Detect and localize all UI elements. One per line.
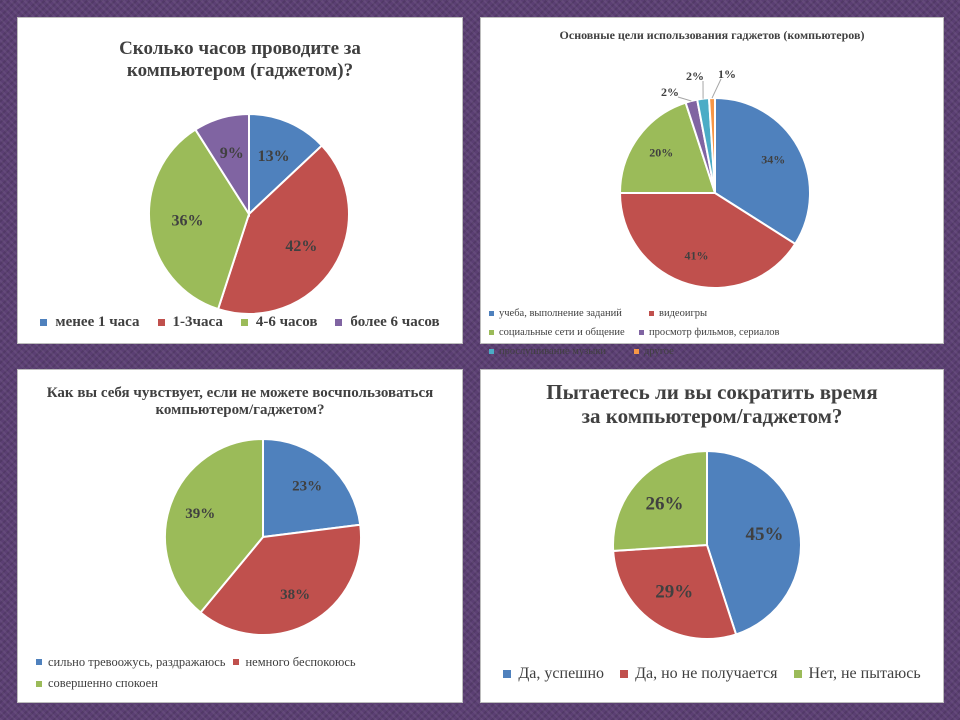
legend-item: сильно тревоожусь, раздражаюсь <box>36 652 225 673</box>
legend-label: Нет, не пытаюсь <box>808 665 921 682</box>
legend-label: учеба, выполнение заданий <box>499 308 622 319</box>
legend-swatch <box>233 659 240 665</box>
legend-swatch <box>649 311 654 316</box>
legend-swatch <box>489 311 494 316</box>
chart-panel-purposes: Основные цели использования гаджетов (ко… <box>480 17 944 357</box>
legend-label: просмотр фильмов, сериалов <box>649 327 780 338</box>
legend-item: прослушивание музыки <box>489 342 634 361</box>
legend-swatch <box>639 330 644 335</box>
pie-slice <box>248 112 324 217</box>
data-label: 41% <box>684 249 708 263</box>
pie-chart: 23% 38% 39% <box>164 437 362 636</box>
legend-label: прослушивание музыки <box>499 346 607 357</box>
legend-label: менее 1 часа <box>55 314 140 330</box>
pie-slice <box>148 128 251 311</box>
chart-title: Пытаетесь ли вы сократить время за компь… <box>546 380 878 429</box>
data-label: 36% <box>171 212 203 229</box>
legend-label: 1-3часа <box>172 314 223 330</box>
legend-swatch <box>634 349 639 354</box>
legend-swatch <box>240 319 248 326</box>
legend-label: видеоигры <box>659 308 708 319</box>
legend-swatch <box>793 670 802 678</box>
legend-swatch <box>620 670 629 678</box>
chart-legend: Да, успешно Да, но не получается Нет, не п… <box>481 665 943 683</box>
chart-legend: учеба, выполнение заданий видеоигры социал… <box>481 304 943 361</box>
data-label: 20% <box>649 146 673 160</box>
pie-slice <box>706 449 802 636</box>
data-label: 42% <box>285 238 317 255</box>
legend-item: менее 1 часа <box>40 314 140 331</box>
chart-panel-reduce: Пытаетесь ли вы сократить время за компь… <box>480 369 944 703</box>
legend-item: 1-3часа <box>157 314 223 331</box>
legend-item: социальные сети и общение <box>489 323 639 342</box>
legend-swatch <box>335 319 343 326</box>
data-label: 45% <box>746 524 784 545</box>
leader-line <box>711 78 722 99</box>
legend-item: другое <box>634 342 784 361</box>
legend-swatch <box>40 319 48 326</box>
pie-slice <box>612 449 708 552</box>
pie-chart: 13% 42% 36% 9% <box>148 112 350 315</box>
pie-slice <box>194 112 250 218</box>
legend-label: социальные сети и общение <box>499 327 625 338</box>
legend-item: немного беспокоюсь <box>233 652 356 673</box>
legend-item: более 6 часов <box>335 314 440 331</box>
legend-item: учеба, выполнение заданий <box>489 304 649 323</box>
legend-swatch <box>489 349 494 354</box>
legend-label: немного беспокоюсь <box>245 654 356 669</box>
legend-item: Да, успешно <box>503 665 604 683</box>
pie-slice <box>612 543 738 640</box>
pie-slice <box>618 101 717 194</box>
data-label: 13% <box>258 148 290 165</box>
data-label: 9% <box>220 145 244 162</box>
data-label: 34% <box>761 153 785 167</box>
chart-title: Сколько часов проводите за компьютером (… <box>119 38 361 81</box>
pie-chart: 45% 29% 26% <box>612 449 802 640</box>
data-label: 2% <box>661 85 679 99</box>
legend-swatch <box>503 670 512 678</box>
pie-chart: 34% 41% 20% 2% 2% 1% <box>618 67 811 289</box>
data-label: 1% <box>718 67 736 81</box>
data-label: 29% <box>655 582 693 603</box>
data-label: 23% <box>292 478 322 494</box>
legend-label: 4-6 часов <box>255 314 318 330</box>
pie-slice <box>707 96 716 194</box>
legend-label: Да, успешно <box>518 665 605 682</box>
data-label: 2% <box>686 69 704 83</box>
pie-slice <box>618 192 797 289</box>
leader-line <box>677 96 692 102</box>
legend-label: Да, но не получается <box>635 665 778 682</box>
data-label: 39% <box>185 506 215 522</box>
legend-item: просмотр фильмов, сериалов <box>639 323 799 342</box>
data-label: 26% <box>646 493 684 514</box>
legend-label: сильно тревоожусь, раздражаюсь <box>48 654 226 669</box>
pie-slice <box>164 437 264 614</box>
data-label: 38% <box>280 587 310 603</box>
pie-slice <box>262 437 362 539</box>
chart-title: Основные цели использования гаджетов (ко… <box>559 28 865 42</box>
chart-panel-feelings: Как вы себя чувствует, если не можете во… <box>17 369 463 703</box>
legend-item: 4-6 часов <box>240 314 318 331</box>
legend-item: совершенно спокоен <box>36 673 158 694</box>
chart-legend: сильно тревоожусь, раздражаюсь немного бе… <box>18 651 462 694</box>
legend-label: совершенно спокоен <box>48 676 158 690</box>
chart-panel-hours: Сколько часов проводите за компьютером (… <box>17 17 463 344</box>
legend-swatch <box>36 659 42 665</box>
legend-label: другое <box>644 346 674 357</box>
legend-swatch <box>489 330 494 335</box>
pie-slice <box>199 523 362 636</box>
legend-item: Нет, не пытаюсь <box>793 665 921 683</box>
pie-slice <box>216 144 350 315</box>
legend-swatch <box>36 680 42 687</box>
chart-legend: менее 1 часа 1-3часа 4-6 часов более 6 часо… <box>18 314 462 331</box>
legend-label: более 6 часов <box>350 314 440 330</box>
legend-swatch <box>157 319 165 326</box>
legend-item: видеоигры <box>649 304 794 323</box>
legend-item: Да, но не получается <box>620 665 778 683</box>
chart-title: Как вы себя чувствует, если не можете во… <box>46 385 434 419</box>
